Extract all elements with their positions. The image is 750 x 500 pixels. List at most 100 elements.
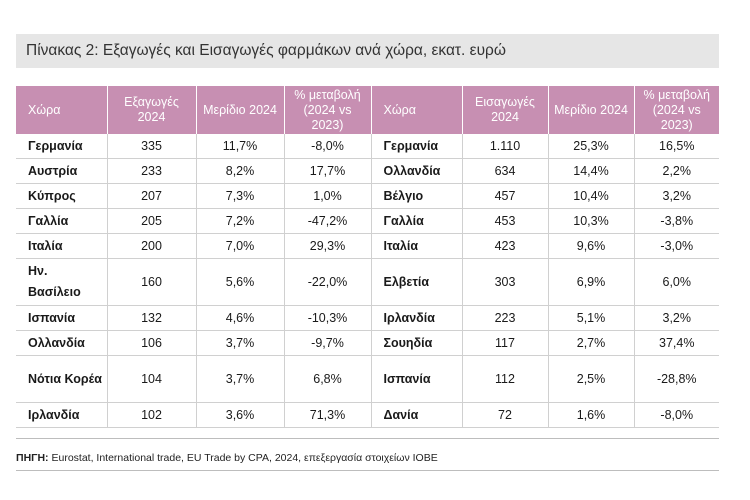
table-row: Κύπρος 207 7,3% 1,0% Βέλγιο 457 10,4% 3,2% <box>16 183 719 209</box>
header-import-change: % μεταβολή (2024 vs 2023) <box>634 86 719 134</box>
header-exports: Εξαγωγές 2024 <box>107 86 197 134</box>
import-country-cell: Γερμανία <box>371 134 463 159</box>
export-change-cell: -8,0% <box>284 134 372 159</box>
export-share-cell: 7,3% <box>196 183 285 209</box>
import-share-cell: 5,1% <box>548 305 635 331</box>
header-import-country: Χώρα <box>371 86 463 134</box>
header-row: Χώρα Εξαγωγές 2024 Μερίδιο 2024 % μεταβο… <box>16 86 719 134</box>
source-top-rule <box>16 438 719 439</box>
table-body: Γερμανία 335 11,7% -8,0% Γερμανία 1.110 25,3% 1… <box>16 134 719 428</box>
export-value-cell: 335 <box>107 134 197 159</box>
export-change-cell: 29,3% <box>284 233 372 259</box>
export-country-cell: Ιρλανδία <box>16 402 108 428</box>
import-country-cell: Βέλγιο <box>371 183 463 209</box>
header-imports: Εισαγωγές 2024 <box>462 86 549 134</box>
table-row: Αυστρία 233 8,2% 17,7% Ολλανδία 634 14,4% 2,2% <box>16 158 719 184</box>
export-share-cell: 3,7% <box>196 355 285 403</box>
import-country-cell: Ιταλία <box>371 233 463 259</box>
header-export-share: Μερίδιο 2024 <box>196 86 285 134</box>
import-change-cell: -28,8% <box>634 355 719 403</box>
export-country-cell: Γερμανία <box>16 134 108 159</box>
export-country-cell: Αυστρία <box>16 158 108 184</box>
export-country-cell: Νότια Κορέα <box>16 355 108 403</box>
export-share-cell: 7,2% <box>196 208 285 234</box>
import-share-cell: 10,4% <box>548 183 635 209</box>
import-change-cell: -3,0% <box>634 233 719 259</box>
import-change-cell: 3,2% <box>634 305 719 331</box>
export-country-cell: Ην. Βασίλειο <box>16 258 108 306</box>
export-country-cell: Γαλλία <box>16 208 108 234</box>
import-value-cell: 72 <box>462 402 549 428</box>
export-country-cell: Ιταλία <box>16 233 108 259</box>
import-value-cell: 117 <box>462 330 549 356</box>
export-change-cell: -47,2% <box>284 208 372 234</box>
import-share-cell: 1,6% <box>548 402 635 428</box>
import-country-cell: Δανία <box>371 402 463 428</box>
export-share-cell: 5,6% <box>196 258 285 306</box>
export-value-cell: 104 <box>107 355 197 403</box>
import-change-cell: 2,2% <box>634 158 719 184</box>
export-value-cell: 160 <box>107 258 197 306</box>
table-row: Ιταλία 200 7,0% 29,3% Ιταλία 423 9,6% -3,0% <box>16 233 719 259</box>
export-country-cell: Κύπρος <box>16 183 108 209</box>
import-share-cell: 10,3% <box>548 208 635 234</box>
export-change-cell: -10,3% <box>284 305 372 331</box>
export-value-cell: 233 <box>107 158 197 184</box>
table-row: Ιρλανδία 102 3,6% 71,3% Δανία 72 1,6% -8,0% <box>16 402 719 428</box>
import-share-cell: 6,9% <box>548 258 635 306</box>
import-share-cell: 2,7% <box>548 330 635 356</box>
import-change-cell: 3,2% <box>634 183 719 209</box>
table-row: Ολλανδία 106 3,7% -9,7% Σουηδία 117 2,7% 37,4% <box>16 330 719 356</box>
source-bottom-rule <box>16 470 719 471</box>
table-row: Γερμανία 335 11,7% -8,0% Γερμανία 1.110 25,3% 1… <box>16 134 719 159</box>
import-country-cell: Ιρλανδία <box>371 305 463 331</box>
table-row: Νότια Κορέα 104 3,7% 6,8% Ισπανία 112 2,5% -28,… <box>16 355 719 403</box>
import-share-cell: 25,3% <box>548 134 635 159</box>
import-country-cell: Ελβετία <box>371 258 463 306</box>
import-country-cell: Σουηδία <box>371 330 463 356</box>
import-value-cell: 423 <box>462 233 549 259</box>
import-country-cell: Ολλανδία <box>371 158 463 184</box>
import-value-cell: 453 <box>462 208 549 234</box>
import-country-cell: Γαλλία <box>371 208 463 234</box>
export-country-cell: Ολλανδία <box>16 330 108 356</box>
header-import-share: Μερίδιο 2024 <box>548 86 635 134</box>
header-export-change: % μεταβολή (2024 vs 2023) <box>284 86 372 134</box>
export-change-cell: 17,7% <box>284 158 372 184</box>
table-row: Ισπανία 132 4,6% -10,3% Ιρλανδία 223 5,1% 3,2% <box>16 305 719 331</box>
import-share-cell: 2,5% <box>548 355 635 403</box>
import-value-cell: 112 <box>462 355 549 403</box>
export-share-cell: 3,6% <box>196 402 285 428</box>
table-row: Γαλλία 205 7,2% -47,2% Γαλλία 453 10,3% -3,8% <box>16 208 719 234</box>
header-export-country: Χώρα <box>16 86 108 134</box>
export-value-cell: 102 <box>107 402 197 428</box>
source-label: ΠΗΓΗ: <box>16 452 49 464</box>
export-share-cell: 7,0% <box>196 233 285 259</box>
source-text: Eurostat, International trade, EU Trade … <box>48 452 438 464</box>
import-value-cell: 223 <box>462 305 549 331</box>
export-share-cell: 8,2% <box>196 158 285 184</box>
export-value-cell: 200 <box>107 233 197 259</box>
import-country-cell: Ισπανία <box>371 355 463 403</box>
export-value-cell: 207 <box>107 183 197 209</box>
import-change-cell: 16,5% <box>634 134 719 159</box>
import-change-cell: 6,0% <box>634 258 719 306</box>
import-share-cell: 14,4% <box>548 158 635 184</box>
export-share-cell: 11,7% <box>196 134 285 159</box>
import-value-cell: 457 <box>462 183 549 209</box>
export-share-cell: 3,7% <box>196 330 285 356</box>
export-change-cell: 6,8% <box>284 355 372 403</box>
import-value-cell: 303 <box>462 258 549 306</box>
export-change-cell: -9,7% <box>284 330 372 356</box>
import-change-cell: -3,8% <box>634 208 719 234</box>
export-value-cell: 106 <box>107 330 197 356</box>
trade-table: Χώρα Εξαγωγές 2024 Μερίδιο 2024 % μεταβο… <box>16 86 719 428</box>
source-note: ΠΗΓΗ: Eurostat, International trade, EU … <box>16 452 438 464</box>
export-value-cell: 205 <box>107 208 197 234</box>
export-value-cell: 132 <box>107 305 197 331</box>
import-change-cell: 37,4% <box>634 330 719 356</box>
export-change-cell: 71,3% <box>284 402 372 428</box>
export-share-cell: 4,6% <box>196 305 285 331</box>
export-change-cell: 1,0% <box>284 183 372 209</box>
import-value-cell: 634 <box>462 158 549 184</box>
